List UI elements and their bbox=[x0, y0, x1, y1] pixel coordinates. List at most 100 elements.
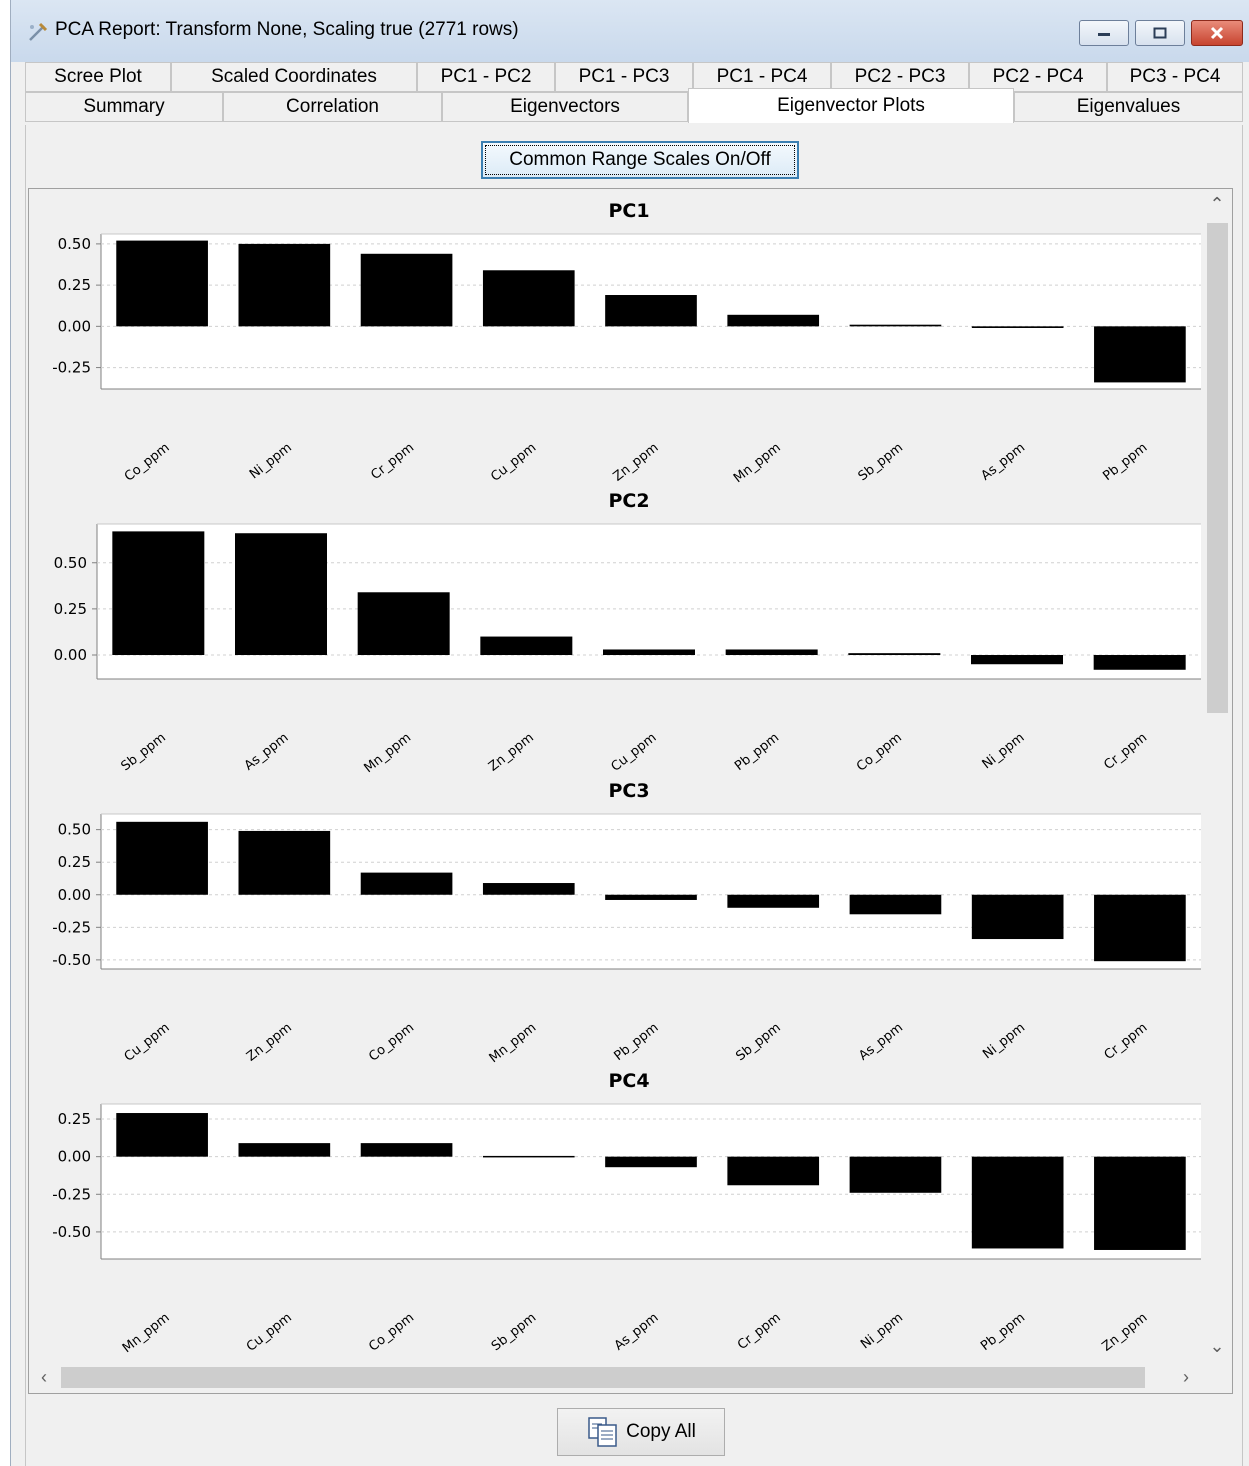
tab-eigenvectors[interactable]: Eigenvectors bbox=[442, 92, 688, 122]
chart-1: PC1 0.50 0.25 0.00 -0.25 Co_ppm Ni_ppm Cr_ppm Cu… bbox=[52, 200, 1201, 486]
category-label: Cu_ppm bbox=[488, 440, 539, 484]
bar bbox=[482, 1155, 575, 1158]
pca-report-window: PCA Report: Transform None, Scaling true… bbox=[10, 0, 1249, 1466]
tab-pc1-pc3[interactable]: PC1 - PC3 bbox=[555, 62, 693, 92]
category-label: Ni_ppm bbox=[858, 1310, 906, 1352]
copy-all-button[interactable]: Copy All bbox=[557, 1408, 725, 1456]
chart-2: PC2 0.50 0.25 0.00 Sb_ppm As_ppm Mn_ppm Zn_ppm C… bbox=[54, 490, 1201, 776]
category-label: Cu_ppm bbox=[244, 1310, 295, 1354]
category-label: Cr_ppm bbox=[1102, 1020, 1151, 1063]
category-label: Sb_ppm bbox=[118, 730, 168, 774]
category-label: As_ppm bbox=[612, 1310, 662, 1353]
category-label: As_ppm bbox=[978, 440, 1028, 483]
category-label: Sb_ppm bbox=[856, 440, 906, 484]
bar bbox=[238, 243, 331, 327]
category-label: Sb_ppm bbox=[489, 1310, 539, 1354]
window-title: PCA Report: Transform None, Scaling true… bbox=[55, 19, 519, 40]
bar bbox=[360, 1143, 453, 1157]
tab-eigenvalues[interactable]: Eigenvalues bbox=[1014, 92, 1243, 122]
category-label: Ni_ppm bbox=[247, 440, 295, 482]
y-tick-label: -0.50 bbox=[52, 951, 91, 969]
scroll-right-icon[interactable]: › bbox=[1183, 1366, 1189, 1387]
y-tick-label: 0.25 bbox=[54, 600, 87, 618]
bar bbox=[727, 1156, 820, 1186]
bar bbox=[1094, 894, 1186, 962]
scroll-down-icon[interactable]: ⌄ bbox=[1209, 1335, 1225, 1356]
bar bbox=[605, 295, 697, 327]
tab-pc3-pc4[interactable]: PC3 - PC4 bbox=[1107, 62, 1243, 92]
minimize-icon bbox=[1098, 33, 1110, 36]
y-tick-label: -0.25 bbox=[52, 918, 91, 936]
y-tick-label: -0.25 bbox=[52, 359, 91, 377]
restore-icon bbox=[1153, 27, 1167, 39]
scroll-left-icon[interactable]: ‹ bbox=[41, 1366, 47, 1387]
y-tick-label: 0.00 bbox=[58, 317, 91, 335]
category-label: Ni_ppm bbox=[980, 1020, 1028, 1062]
category-label: Cu_ppm bbox=[122, 1020, 173, 1064]
vertical-scrollbar[interactable]: ⌃ ⌄ bbox=[1202, 189, 1232, 1361]
chart-title: PC3 bbox=[608, 780, 649, 802]
bar bbox=[848, 653, 941, 656]
bar bbox=[116, 1113, 208, 1157]
bar bbox=[971, 655, 1063, 665]
y-tick-label: 0.50 bbox=[58, 821, 91, 839]
bar bbox=[605, 1156, 697, 1168]
category-label: Pb_ppm bbox=[611, 1020, 661, 1064]
minimize-button[interactable] bbox=[1079, 20, 1129, 46]
tab-scaled-coordinates[interactable]: Scaled Coordinates bbox=[171, 62, 417, 92]
bar bbox=[357, 592, 450, 656]
maximize-button[interactable] bbox=[1135, 20, 1185, 46]
category-label: Pb_ppm bbox=[978, 1310, 1028, 1354]
copy-all-label: Copy All bbox=[626, 1421, 696, 1442]
category-label: Cr_ppm bbox=[1101, 730, 1150, 773]
bar bbox=[849, 324, 942, 327]
bar bbox=[238, 1143, 331, 1157]
category-label: Co_ppm bbox=[854, 730, 905, 774]
category-label: Zn_ppm bbox=[244, 1020, 295, 1064]
tab-correlation[interactable]: Correlation bbox=[223, 92, 442, 122]
bar bbox=[727, 314, 820, 327]
category-label: Pb_ppm bbox=[732, 730, 782, 774]
tab-pc1-pc2[interactable]: PC1 - PC2 bbox=[417, 62, 555, 92]
bar bbox=[360, 253, 453, 327]
category-label: Cr_ppm bbox=[368, 440, 417, 483]
scroll-up-icon[interactable]: ⌃ bbox=[1209, 193, 1225, 214]
app-icon bbox=[29, 22, 48, 41]
bar bbox=[482, 270, 575, 327]
category-label: Mn_ppm bbox=[487, 1020, 540, 1066]
horizontal-scrollbar[interactable]: ‹ › bbox=[29, 1361, 1232, 1393]
tab-pc2-pc4[interactable]: PC2 - PC4 bbox=[969, 62, 1107, 92]
bar bbox=[116, 240, 208, 327]
chart-3: PC3 0.50 0.25 0.00 -0.25 -0.50 Cu_ppm Zn_ppm Co_… bbox=[52, 780, 1201, 1066]
bar bbox=[482, 883, 575, 895]
bar bbox=[360, 872, 453, 895]
bar bbox=[971, 894, 1064, 940]
bar bbox=[112, 531, 205, 656]
tab-pc1-pc4[interactable]: PC1 - PC4 bbox=[693, 62, 831, 92]
y-tick-label: -0.25 bbox=[52, 1185, 91, 1203]
close-button[interactable] bbox=[1191, 20, 1243, 46]
bar bbox=[480, 636, 573, 656]
chart-title: PC4 bbox=[608, 1070, 649, 1092]
category-label: Cu_ppm bbox=[608, 730, 659, 774]
eigenvector-charts: PC1 0.50 0.25 0.00 -0.25 Co_ppm Ni_ppm Cr_ppm Cu… bbox=[52, 200, 1201, 1356]
bar bbox=[603, 649, 695, 656]
bar bbox=[849, 1156, 942, 1193]
eigenvector-plots-panel: Common Range Scales On/Off PC1 0.50 0.25 0.… bbox=[25, 125, 1243, 1466]
y-tick-label: 0.25 bbox=[58, 276, 91, 294]
horizontal-scroll-thumb[interactable] bbox=[61, 1367, 1145, 1388]
chart-title: PC2 bbox=[608, 490, 649, 512]
common-range-scales-button[interactable]: Common Range Scales On/Off bbox=[481, 141, 799, 179]
vertical-scroll-thumb[interactable] bbox=[1207, 223, 1228, 713]
category-label: Cr_ppm bbox=[735, 1310, 784, 1353]
bar bbox=[116, 821, 208, 895]
tab-summary[interactable]: Summary bbox=[25, 92, 223, 122]
plots-scroll-area: PC1 0.50 0.25 0.00 -0.25 Co_ppm Ni_ppm Cr_ppm Cu… bbox=[28, 188, 1233, 1394]
category-label: Zn_ppm bbox=[611, 440, 662, 484]
tab-scree-plot[interactable]: Scree Plot bbox=[25, 62, 171, 92]
tab-strip: Scree Plot Scaled Coordinates PC1 - PC2 … bbox=[25, 62, 1243, 126]
category-label: Mn_ppm bbox=[120, 1310, 173, 1356]
category-label: Co_ppm bbox=[366, 1020, 417, 1064]
tab-eigenvector-plots[interactable]: Eigenvector Plots bbox=[688, 88, 1014, 123]
category-label: As_ppm bbox=[856, 1020, 906, 1063]
